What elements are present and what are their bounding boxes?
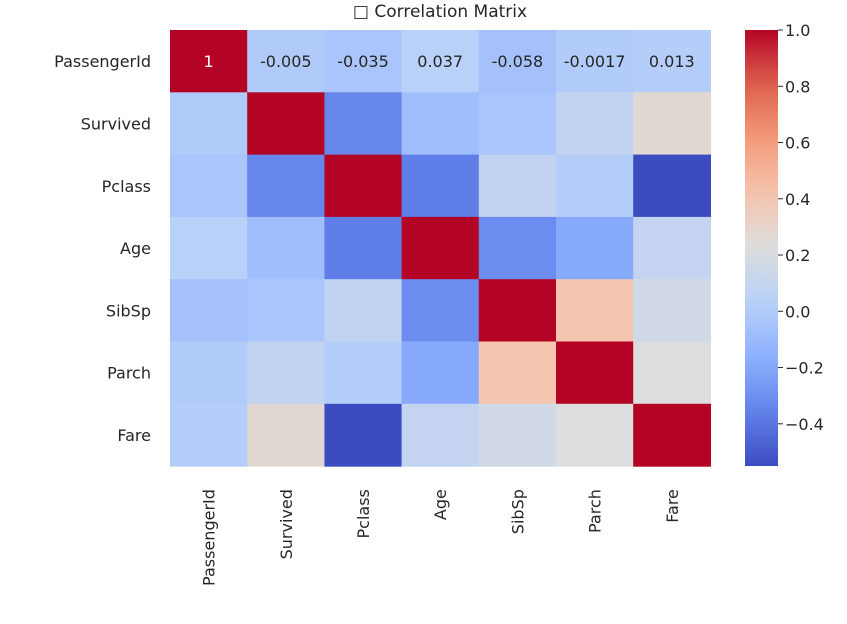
colorbar-tick-label: 1.0 [785,21,810,40]
colorbar-tick-label: −0.4 [785,415,824,434]
heatmap-cell-pclass-parch [556,154,634,218]
cell-annotation: -0.035 [337,52,389,71]
heatmap-cell-pclass-pclass [324,154,403,218]
row-label: Survived [81,114,151,133]
column-label: Fare [663,489,682,523]
heatmap-cell-parch-passengerid [170,341,248,405]
heatmap-cell-pclass-passengerid [170,154,248,218]
heatmap-cell-parch-survived [247,341,325,405]
heatmap-cell-survived-fare [633,92,711,156]
heatmap-cells [170,30,711,467]
heatmap-cell-survived-survived [247,92,325,156]
colorbar-tick-label: 0.0 [785,302,810,321]
heatmap-cell-fare-survived [247,403,325,467]
heatmap-cell-pclass-survived [247,154,325,218]
cell-annotations: 1 -0.005 -0.035 0.037 -0.058 -0.0017 0.013 [204,52,695,71]
heatmap-cell-sibsp-parch [556,279,634,343]
heatmap-cell-pclass-age [401,154,480,218]
heatmap-cell-parch-age [401,341,480,405]
heatmap-cell-fare-fare [633,403,711,467]
heatmap-cell-fare-sibsp [478,403,557,467]
heatmap-cell-survived-pclass [324,92,403,156]
heatmap-cell-survived-parch [556,92,634,156]
cell-annotation: 1 [204,52,214,71]
heatmap-cell-age-age [401,216,480,280]
heatmap-cell-sibsp-survived [247,279,325,343]
heatmap-cell-fare-parch [556,403,634,467]
column-label: Survived [277,489,296,559]
heatmap-cell-fare-age [401,403,480,467]
heatmap-cell-age-pclass [324,216,403,280]
heatmap-cell-survived-sibsp [478,92,557,156]
colorbar-tick-label: 0.8 [785,77,810,96]
column-labels: PassengerId Survived Pclass Age SibSp Parch Fa… [200,489,682,586]
heatmap-cell-fare-pclass [324,403,403,467]
colorbar-tick-label: −0.2 [785,359,824,378]
heatmap-cell-sibsp-age [401,279,480,343]
colorbar: 1.0 0.8 0.6 0.4 0.2 0.0 −0.2 −0.4 [745,21,824,466]
cell-annotation: 0.013 [649,52,695,71]
row-label: PassengerId [54,52,151,71]
cell-annotation: 0.037 [417,52,463,71]
heatmap-cell-age-sibsp [478,216,557,280]
heatmap-cell-passengerid-parch [556,30,634,93]
cell-annotation: -0.058 [492,52,544,71]
heatmap-cell-passengerid-passengerid [170,30,248,93]
heatmap-cell-age-survived [247,216,325,280]
colorbar-gradient [745,30,778,466]
heatmap-cell-sibsp-fare [633,279,711,343]
heatmap-cell-age-parch [556,216,634,280]
row-labels: PassengerId Survived Pclass Age SibSp Parch Fa… [54,52,151,445]
row-label: Pclass [102,177,151,196]
heatmap-cell-fare-passengerid [170,403,248,467]
heatmap-cell-passengerid-survived [247,30,325,93]
heatmap-cell-sibsp-sibsp [478,279,557,343]
row-label: Fare [117,426,151,445]
cell-annotation: -0.005 [260,52,312,71]
heatmap-cell-passengerid-pclass [324,30,403,93]
heatmap-cell-age-fare [633,216,711,280]
column-label: Age [431,489,450,520]
heatmap-cell-parch-sibsp [478,341,557,405]
heatmap-cell-survived-passengerid [170,92,248,156]
heatmap-cell-parch-parch [556,341,634,405]
heatmap-cell-sibsp-pclass [324,279,403,343]
heatmap-cell-passengerid-age [401,30,480,93]
heatmap-cell-survived-age [401,92,480,156]
heatmap-cell-age-passengerid [170,216,248,280]
row-label: Parch [107,364,151,383]
heatmap-cell-passengerid-fare [633,30,711,93]
colorbar-tick-label: 0.4 [785,190,810,209]
column-label: SibSp [508,489,527,534]
heatmap-cell-sibsp-passengerid [170,279,248,343]
colorbar-tick-label: 0.6 [785,134,810,153]
chart-title: □ Correlation Matrix [353,2,527,22]
row-label: SibSp [106,301,151,320]
column-label: PassengerId [200,489,219,586]
heatmap-cell-parch-fare [633,341,711,405]
heatmap-cell-parch-pclass [324,341,403,405]
cell-annotation: -0.0017 [564,52,626,71]
colorbar-tick-label: 0.2 [785,246,810,265]
heatmap-cell-pclass-fare [633,154,711,218]
column-label: Parch [586,489,605,533]
column-label: Pclass [354,489,373,538]
row-label: Age [120,239,151,258]
heatmap-cell-passengerid-sibsp [478,30,557,93]
heatmap-cell-pclass-sibsp [478,154,557,218]
